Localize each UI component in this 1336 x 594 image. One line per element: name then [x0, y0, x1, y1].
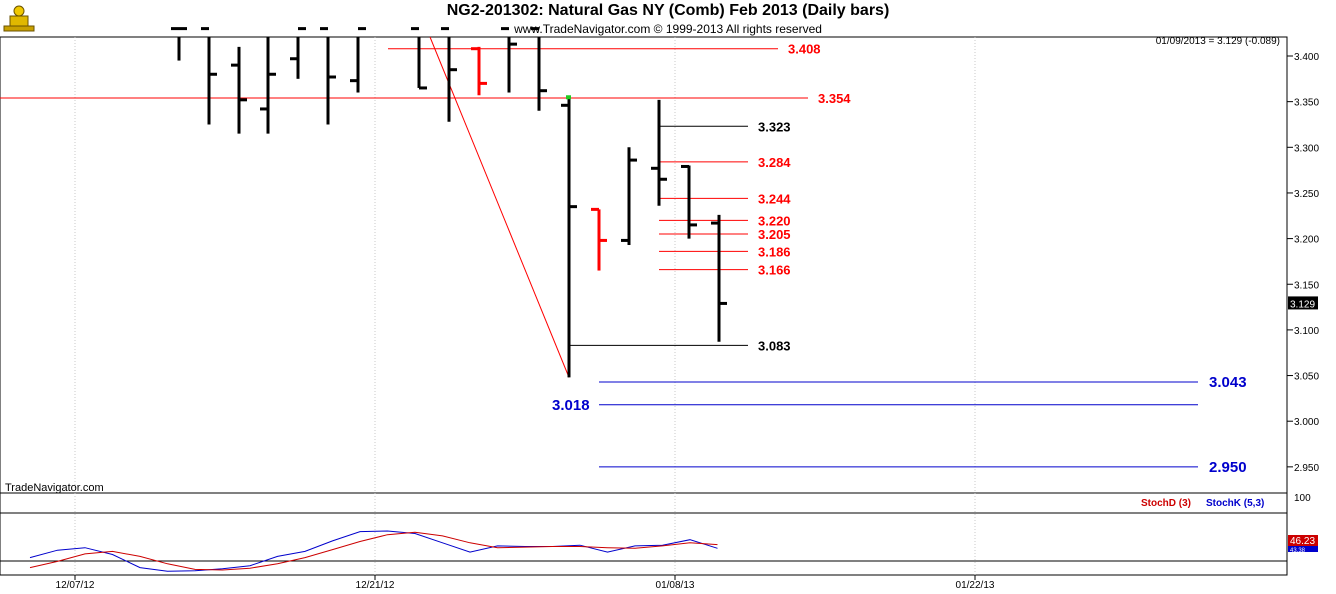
chart-title: NG2-201302: Natural Gas NY (Comb) Feb 20… — [446, 2, 890, 19]
x-tick-label: 12/07/12 — [56, 580, 95, 591]
y-tick-label: 3.200 — [1294, 235, 1319, 246]
copyright-text: www.TradeNavigator.com © 1999-2013 All r… — [514, 22, 822, 36]
trendline — [429, 36, 570, 378]
stoch-legend-k: StochK (5,3) — [1206, 498, 1264, 509]
y-tick-label: 3.150 — [1294, 280, 1319, 291]
stoch-y-label: 100 — [1294, 493, 1311, 504]
stoch-legend-d: StochD (3) — [1141, 498, 1191, 509]
y-tick-label: 3.400 — [1294, 52, 1319, 63]
y-tick-label: 2.950 — [1294, 463, 1319, 474]
level-label: 3.083 — [758, 338, 791, 353]
y-tick-label: 3.250 — [1294, 189, 1319, 200]
level-label: 3.018 — [552, 397, 590, 414]
price-plot-frame — [0, 36, 1288, 494]
stoch-last-d-label: 46.23 — [1290, 536, 1315, 547]
price-bars — [171, 27, 727, 378]
trend-line — [429, 36, 570, 378]
stoch-last-k-label: 43.38 — [1290, 548, 1306, 554]
brand-watermark: TradeNavigator.com — [5, 482, 104, 494]
level-label: 3.323 — [758, 119, 791, 134]
y-tick-label: 3.000 — [1294, 417, 1319, 428]
level-label: 3.043 — [1209, 374, 1247, 391]
last-price-label: 3.129 — [1290, 299, 1315, 310]
stoch-last-k-box — [1288, 546, 1318, 552]
level-label: 3.166 — [758, 263, 791, 278]
level-label: 3.244 — [758, 191, 791, 206]
x-tick-label: 12/21/12 — [356, 580, 395, 591]
level-label: 3.186 — [758, 244, 791, 259]
level-label: 2.950 — [1209, 459, 1247, 476]
high-marker — [566, 95, 571, 100]
level-label: 3.205 — [758, 227, 791, 242]
level-label: 3.284 — [758, 155, 791, 170]
stoch-plot-frame — [0, 492, 1288, 576]
trade-navigator-logo-icon — [2, 2, 36, 34]
y-tick-label: 3.350 — [1294, 98, 1319, 109]
x-tick-label: 01/08/13 — [656, 580, 695, 591]
x-tick-label: 01/22/13 — [956, 580, 995, 591]
y-tick-label: 3.100 — [1294, 326, 1319, 337]
price-y-axis: 2.950 3.000 3.050 3.100 3.150 3.200 3.250 3.300… — [1287, 52, 1319, 474]
level-label: 3.354 — [818, 91, 851, 106]
stoch-series-line — [29, 530, 718, 572]
date-x-axis: 12/07/12 12/21/12 01/08/13 01/22/13 — [56, 575, 995, 591]
level-label: 3.408 — [788, 42, 821, 57]
level-label: 3.220 — [758, 213, 791, 228]
y-tick-label: 3.300 — [1294, 143, 1319, 154]
last-price-box — [1288, 296, 1318, 310]
y-tick-label: 3.050 — [1294, 372, 1319, 383]
stoch-last-d-box — [1288, 535, 1318, 546]
last-price-info: 01/09/2013 = 3.129 (-0.089) — [1155, 36, 1280, 47]
stoch-series-line — [29, 531, 718, 571]
